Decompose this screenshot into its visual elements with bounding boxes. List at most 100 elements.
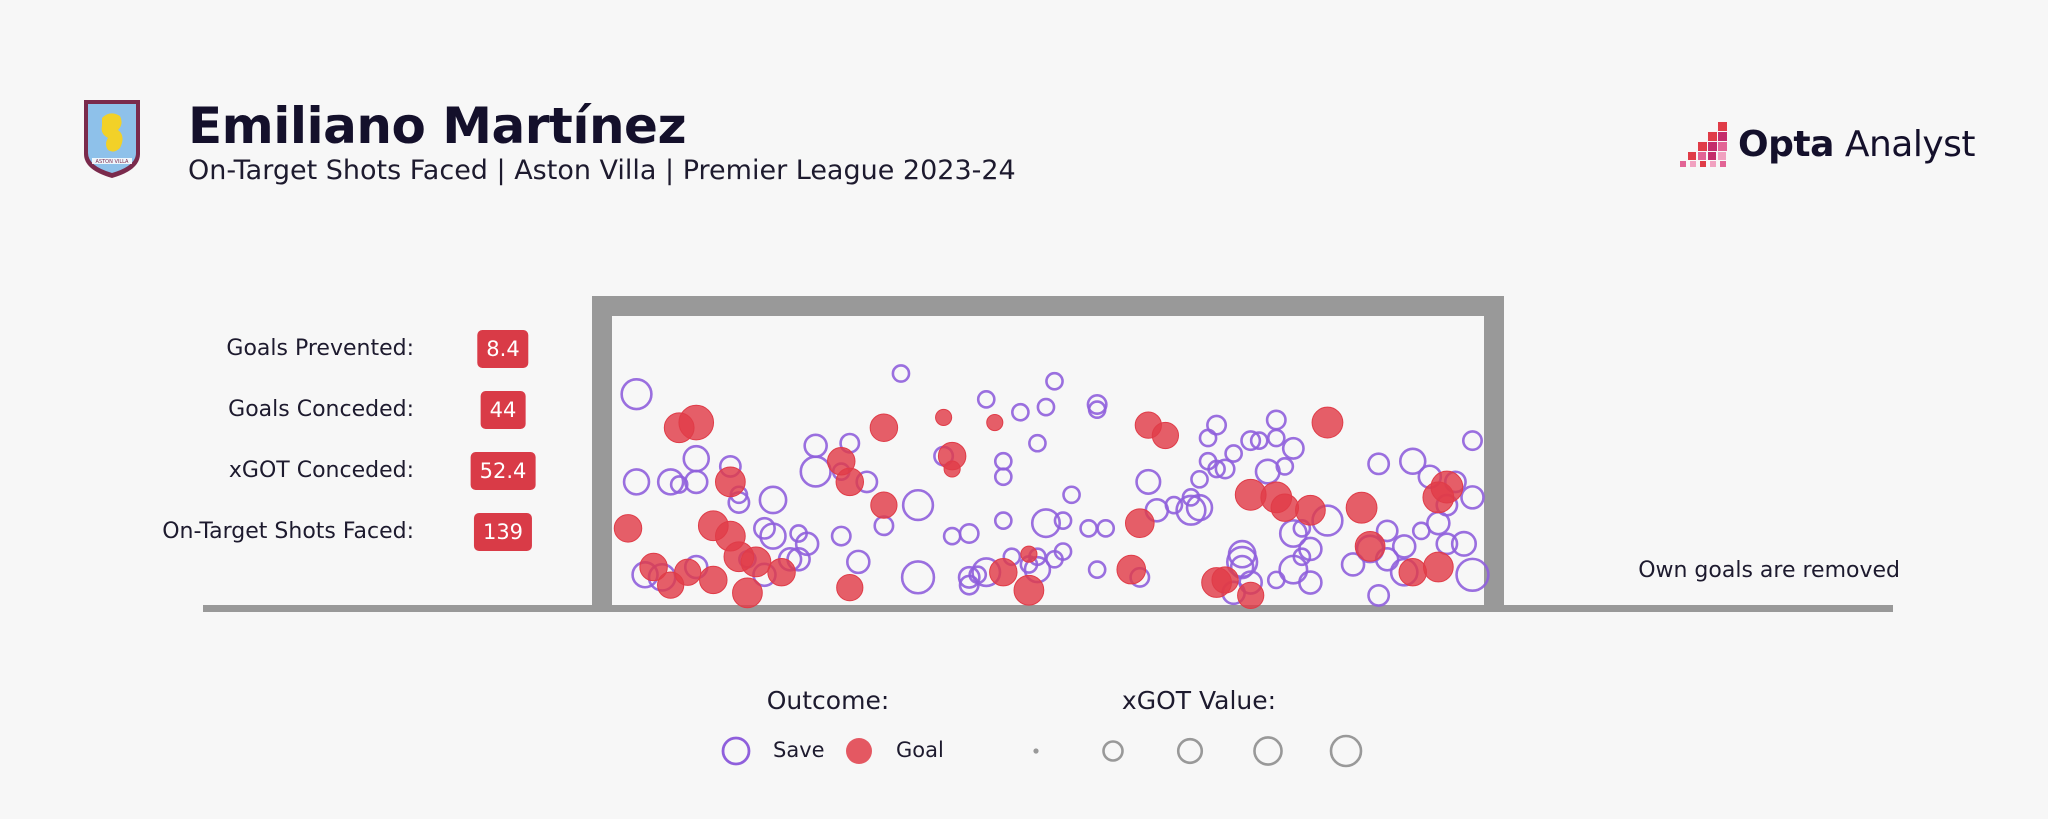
stat-value-badge: 44: [480, 391, 526, 429]
legend-goal-label: Goal: [896, 738, 944, 762]
save-point: [1096, 518, 1116, 538]
save-point: [1367, 583, 1391, 607]
save-point: [1181, 488, 1201, 507]
legend-outcome-title: Outcome:: [766, 686, 890, 715]
save-point: [786, 546, 811, 572]
save-point: [846, 549, 871, 575]
stat-goals-prevented: Goals Prevented:: [0, 330, 414, 368]
save-point: [942, 526, 962, 546]
goal-point: [767, 557, 796, 587]
save-point: [1086, 394, 1108, 415]
legend-save-label: Save: [773, 738, 825, 762]
legend-goal-marker: [846, 738, 872, 764]
page-subtitle: On-Target Shots Faced | Aston Villa | Pr…: [188, 155, 1016, 186]
save-point: [1053, 511, 1073, 530]
goal-point: [639, 552, 668, 582]
goal-point: [935, 408, 953, 426]
goal-point: [1398, 557, 1427, 587]
save-point: [1045, 371, 1064, 391]
save-point: [1240, 430, 1262, 452]
save-point: [1087, 560, 1107, 579]
save-point: [1292, 547, 1312, 567]
save-markers: [620, 364, 1490, 607]
opta-analyst-logo: Opta Analyst: [1678, 118, 1976, 170]
ground-line: [203, 605, 1893, 612]
save-point: [683, 469, 709, 495]
goal-point: [827, 447, 856, 476]
save-point: [799, 455, 832, 488]
save-point: [901, 488, 935, 522]
save-point: [1028, 433, 1047, 453]
goal-point: [1295, 494, 1326, 526]
goal-point: [870, 491, 898, 519]
save-point: [1461, 430, 1483, 452]
goal-point: [732, 577, 763, 609]
aston-villa-crest: ASTON VILLA: [84, 100, 140, 178]
crest-text: ASTON VILLA: [96, 159, 129, 165]
legend-xgot-size-marker: [1033, 748, 1039, 754]
save-point: [993, 451, 1013, 471]
stat-label: Goals Prevented:: [226, 336, 414, 361]
stat-value-badge: 139: [473, 513, 533, 551]
stat-shots-faced: On-Target Shots Faced:: [0, 513, 414, 551]
goal-frame: [203, 296, 1893, 612]
goal-point: [1020, 545, 1038, 563]
crossbar: [592, 296, 1504, 316]
stat-value-badge: 52.4: [470, 452, 536, 490]
goal-point: [699, 565, 728, 595]
save-point: [1265, 409, 1287, 431]
goal-point: [1345, 491, 1378, 524]
legend-save-marker: [721, 736, 751, 766]
save-point: [830, 525, 852, 547]
goal-point: [613, 514, 643, 543]
goal-point: [836, 574, 864, 602]
goal-point: [1116, 554, 1147, 585]
save-point: [1266, 570, 1286, 590]
save-point: [976, 389, 996, 409]
save-point: [1298, 570, 1323, 595]
save-point: [873, 515, 895, 537]
save-point: [803, 433, 828, 459]
save-point: [669, 475, 689, 494]
stat-label: xGOT Conceded:: [228, 458, 414, 483]
save-point: [1391, 534, 1417, 559]
goal-point: [1237, 581, 1265, 610]
goal-point: [663, 412, 695, 444]
save-point: [622, 468, 651, 496]
save-point: [758, 485, 788, 515]
goal-point: [657, 571, 685, 599]
save-point: [891, 364, 911, 383]
save-point: [1266, 428, 1286, 448]
save-point: [993, 511, 1013, 530]
save-point: [1455, 557, 1490, 592]
goal-point: [986, 414, 1004, 432]
save-point: [1207, 459, 1226, 479]
save-point: [1398, 447, 1427, 476]
save-point: [1045, 549, 1064, 569]
save-point: [1036, 397, 1056, 417]
goal-point: [1270, 493, 1300, 522]
save-point: [1079, 518, 1098, 538]
save-point: [1198, 428, 1218, 448]
stat-xgot-conceded: xGOT Conceded:: [0, 452, 414, 490]
opta-logo-icon: [1680, 122, 1727, 167]
save-point: [1460, 485, 1485, 510]
stat-goals-conceded: Goals Conceded:: [0, 391, 414, 429]
legend-xgot-title: xGOT Value:: [1121, 686, 1277, 715]
save-point: [789, 524, 808, 543]
save-point: [968, 565, 988, 585]
save-point: [1435, 532, 1459, 556]
save-point: [900, 560, 936, 595]
save-point: [1375, 519, 1399, 543]
save-point: [1450, 530, 1478, 557]
legend-xgot-size-marker: [1253, 736, 1283, 766]
legend-xgot-size-marker: [1329, 734, 1363, 768]
goal-point: [1151, 421, 1180, 450]
goal-point: [1124, 508, 1155, 538]
left-post: [592, 296, 612, 608]
save-point: [1281, 436, 1305, 460]
save-point: [1298, 536, 1323, 562]
goal-point: [714, 466, 746, 498]
save-point: [1164, 495, 1184, 515]
